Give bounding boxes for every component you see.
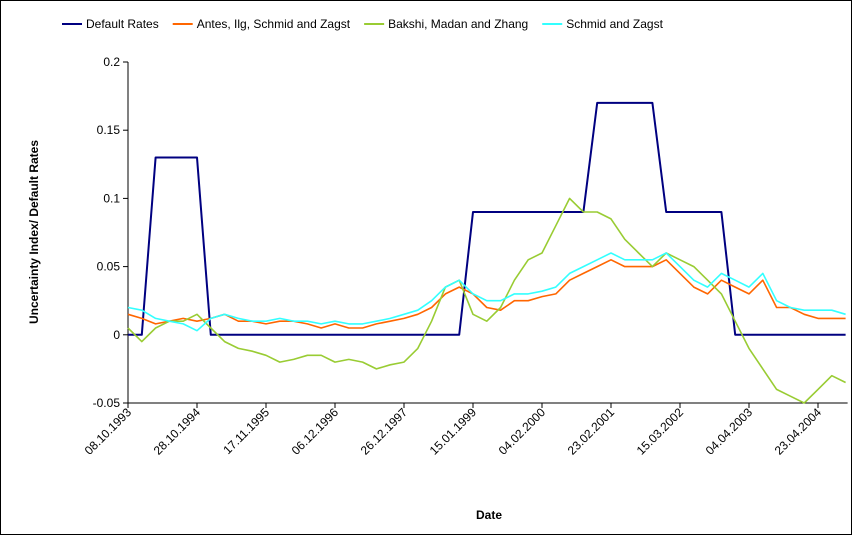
y-tick-label: 0.2 [103, 55, 120, 69]
y-tick-label: 0 [113, 328, 120, 342]
legend-label: Antes, Ilg, Schmid and Zagst [197, 17, 351, 31]
series-line [128, 101, 846, 336]
series-line [127, 252, 846, 332]
y-tick-label: 0.15 [97, 123, 121, 137]
y-tick-label: 0.05 [97, 260, 121, 274]
series-line [127, 197, 846, 404]
legend-label: Schmid and Zagst [566, 17, 663, 31]
x-axis-title: Date [476, 508, 502, 522]
y-axis-title: Uncertainty Index/ Default Rates [27, 140, 41, 324]
series-line [127, 259, 846, 329]
y-tick-label: -0.05 [93, 396, 121, 410]
legend-label: Default Rates [86, 17, 159, 31]
y-tick-label: 0.1 [103, 191, 120, 205]
legend-label: Bakshi, Madan and Zhang [388, 17, 528, 31]
